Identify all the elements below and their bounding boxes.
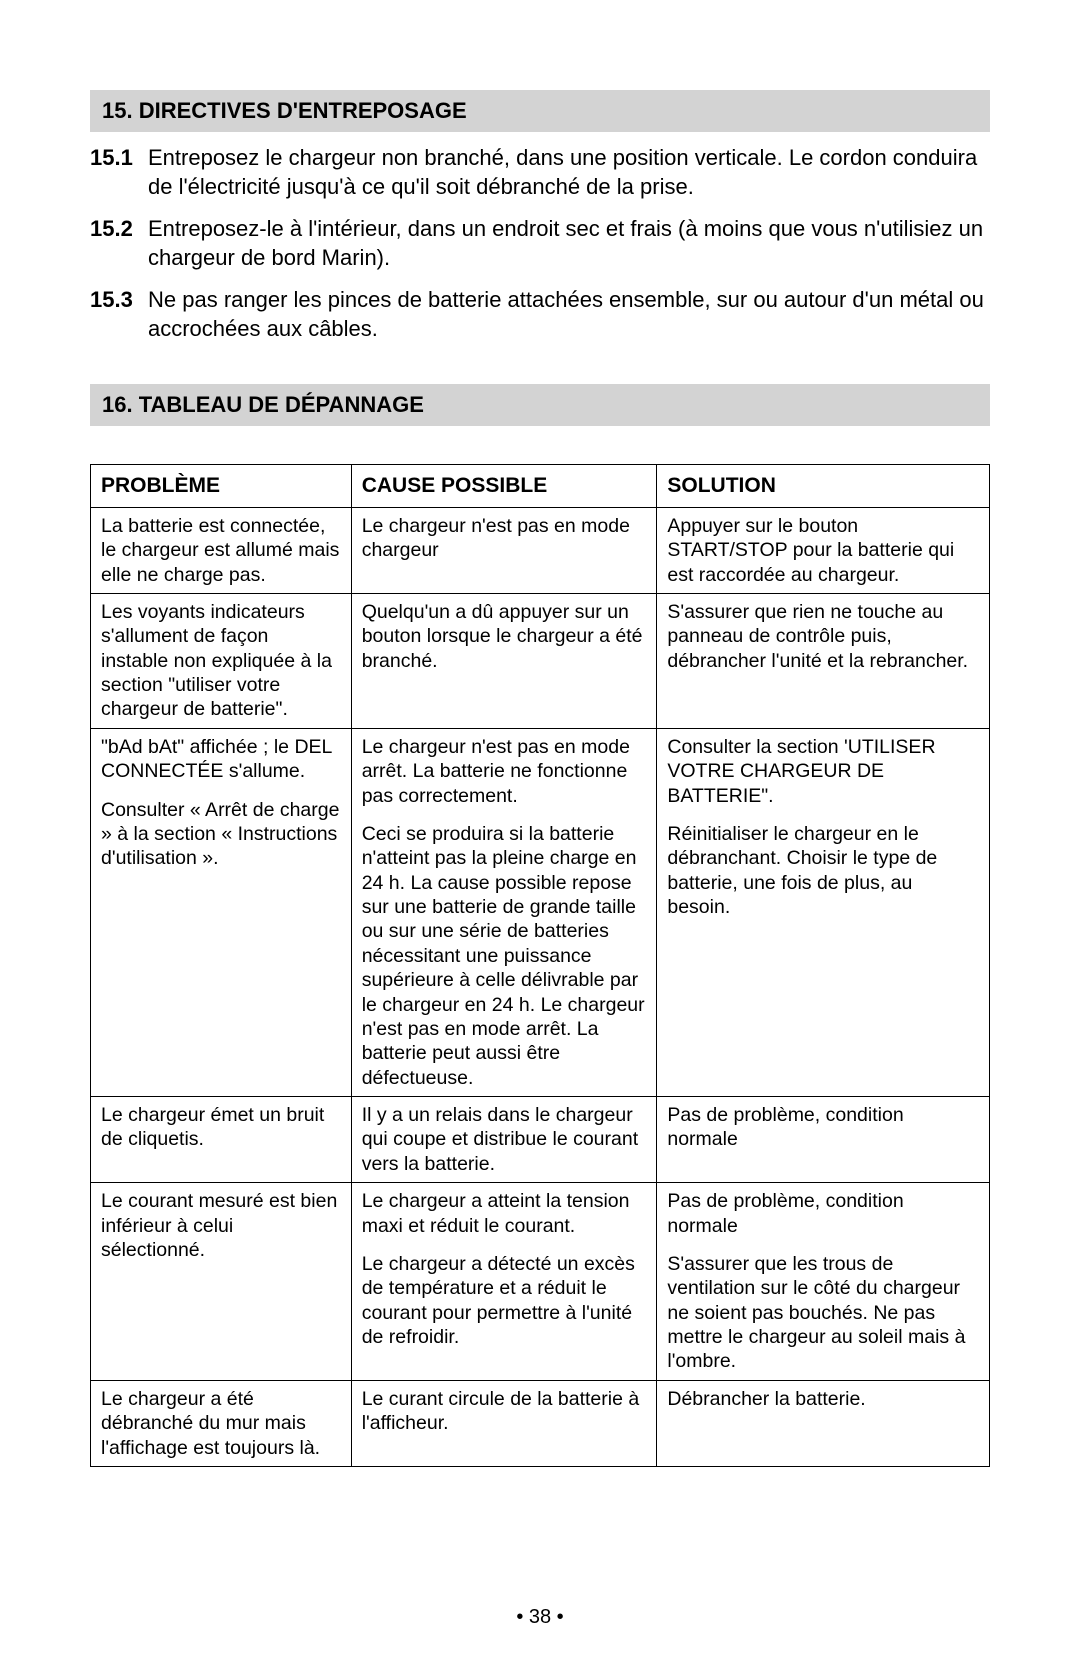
table-row: Le chargeur émet un bruit de cliquetis. I… bbox=[91, 1097, 990, 1183]
problem-cell: Le chargeur a été débranché du mur mais … bbox=[91, 1380, 352, 1466]
solution-cell: S'assurer que rien ne touche au panneau … bbox=[657, 593, 990, 728]
solution-cell: Appuyer sur le bouton START/STOP pour la… bbox=[657, 507, 990, 593]
item-text: Ne pas ranger les pinces de batterie att… bbox=[148, 286, 990, 343]
item-number: 15.1 bbox=[90, 144, 148, 201]
cell-paragraph: Consulter « Arrêt de charge » à la secti… bbox=[101, 798, 341, 871]
item-15-3: 15.3 Ne pas ranger les pinces de batteri… bbox=[90, 286, 990, 343]
cell-paragraph: Appuyer sur le bouton START/STOP pour la… bbox=[667, 514, 979, 587]
table-row: Le chargeur a été débranché du mur mais … bbox=[91, 1380, 990, 1466]
cell-paragraph: Le chargeur a détecté un excès de tempér… bbox=[362, 1252, 647, 1350]
cell-paragraph: S'assurer que les trous de ventilation s… bbox=[667, 1252, 979, 1374]
cause-cell: Quelqu'un a dû appuyer sur un bouton lor… bbox=[351, 593, 657, 728]
item-text: Entreposez le chargeur non branché, dans… bbox=[148, 144, 990, 201]
section-16-header: 16. TABLEAU DE DÉPANNAGE bbox=[90, 384, 990, 426]
item-number: 15.3 bbox=[90, 286, 148, 343]
cell-paragraph: Les voyants indicateurs s'allument de fa… bbox=[101, 600, 341, 722]
col-cause-header: CAUSE POSSIBLE bbox=[351, 464, 657, 507]
problem-cell: Le chargeur émet un bruit de cliquetis. bbox=[91, 1097, 352, 1183]
item-15-1: 15.1 Entreposez le chargeur non branché,… bbox=[90, 144, 990, 201]
cell-paragraph: Quelqu'un a dû appuyer sur un bouton lor… bbox=[362, 600, 647, 673]
cell-paragraph: Le chargeur n'est pas en mode chargeur bbox=[362, 514, 647, 563]
solution-cell: Débrancher la batterie. bbox=[657, 1380, 990, 1466]
table-row: La batterie est connectée, le chargeur e… bbox=[91, 507, 990, 593]
table-row: Les voyants indicateurs s'allument de fa… bbox=[91, 593, 990, 728]
cell-paragraph: Le chargeur n'est pas en mode arrêt. La … bbox=[362, 735, 647, 808]
cause-cell: Le chargeur a atteint la tension maxi et… bbox=[351, 1183, 657, 1381]
item-text: Entreposez-le à l'intérieur, dans un end… bbox=[148, 215, 990, 272]
cell-paragraph: Consulter la section 'UTILISER VOTRE CHA… bbox=[667, 735, 979, 808]
solution-cell: Pas de problème, condition normale bbox=[657, 1097, 990, 1183]
table-row: "bAd bAt" affichée ; le DEL CONNECTÉE s'… bbox=[91, 728, 990, 1096]
cell-paragraph: Pas de problème, condition normale bbox=[667, 1103, 979, 1152]
cell-paragraph: Le courant mesuré est bien inférieur à c… bbox=[101, 1189, 341, 1262]
table-body: La batterie est connectée, le chargeur e… bbox=[91, 507, 990, 1466]
troubleshooting-table: PROBLÈME CAUSE POSSIBLE SOLUTION La batt… bbox=[90, 464, 990, 1467]
cell-paragraph: Réinitialiser le chargeur en le débranch… bbox=[667, 822, 979, 920]
cell-paragraph: Le chargeur a atteint la tension maxi et… bbox=[362, 1189, 647, 1238]
cell-paragraph: Débrancher la batterie. bbox=[667, 1387, 979, 1411]
cell-paragraph: La batterie est connectée, le chargeur e… bbox=[101, 514, 341, 587]
problem-cell: Les voyants indicateurs s'allument de fa… bbox=[91, 593, 352, 728]
cell-paragraph: S'assurer que rien ne touche au panneau … bbox=[667, 600, 979, 673]
cause-cell: Le curant circule de la batterie à l'aff… bbox=[351, 1380, 657, 1466]
cell-paragraph: Il y a un relais dans le chargeur qui co… bbox=[362, 1103, 647, 1176]
table-header-row: PROBLÈME CAUSE POSSIBLE SOLUTION bbox=[91, 464, 990, 507]
section-15-header: 15. DIRECTIVES D'ENTREPOSAGE bbox=[90, 90, 990, 132]
cell-paragraph: Ceci se produira si la batterie n'attein… bbox=[362, 822, 647, 1090]
col-problem-header: PROBLÈME bbox=[91, 464, 352, 507]
manual-page: 15. DIRECTIVES D'ENTREPOSAGE 15.1 Entrep… bbox=[0, 0, 1080, 1669]
item-number: 15.2 bbox=[90, 215, 148, 272]
cell-paragraph: "bAd bAt" affichée ; le DEL CONNECTÉE s'… bbox=[101, 735, 341, 784]
cause-cell: Le chargeur n'est pas en mode chargeur bbox=[351, 507, 657, 593]
cause-cell: Le chargeur n'est pas en mode arrêt. La … bbox=[351, 728, 657, 1096]
cause-cell: Il y a un relais dans le chargeur qui co… bbox=[351, 1097, 657, 1183]
item-15-2: 15.2 Entreposez-le à l'intérieur, dans u… bbox=[90, 215, 990, 272]
problem-cell: Le courant mesuré est bien inférieur à c… bbox=[91, 1183, 352, 1381]
solution-cell: Pas de problème, condition normale S'assu… bbox=[657, 1183, 990, 1381]
problem-cell: La batterie est connectée, le chargeur e… bbox=[91, 507, 352, 593]
table-row: Le courant mesuré est bien inférieur à c… bbox=[91, 1183, 990, 1381]
cell-paragraph: Pas de problème, condition normale bbox=[667, 1189, 979, 1238]
cell-paragraph: Le chargeur émet un bruit de cliquetis. bbox=[101, 1103, 341, 1152]
problem-cell: "bAd bAt" affichée ; le DEL CONNECTÉE s'… bbox=[91, 728, 352, 1096]
col-solution-header: SOLUTION bbox=[657, 464, 990, 507]
cell-paragraph: Le chargeur a été débranché du mur mais … bbox=[101, 1387, 341, 1460]
solution-cell: Consulter la section 'UTILISER VOTRE CHA… bbox=[657, 728, 990, 1096]
cell-paragraph: Le curant circule de la batterie à l'aff… bbox=[362, 1387, 647, 1436]
page-number: • 38 • bbox=[0, 1606, 1080, 1629]
